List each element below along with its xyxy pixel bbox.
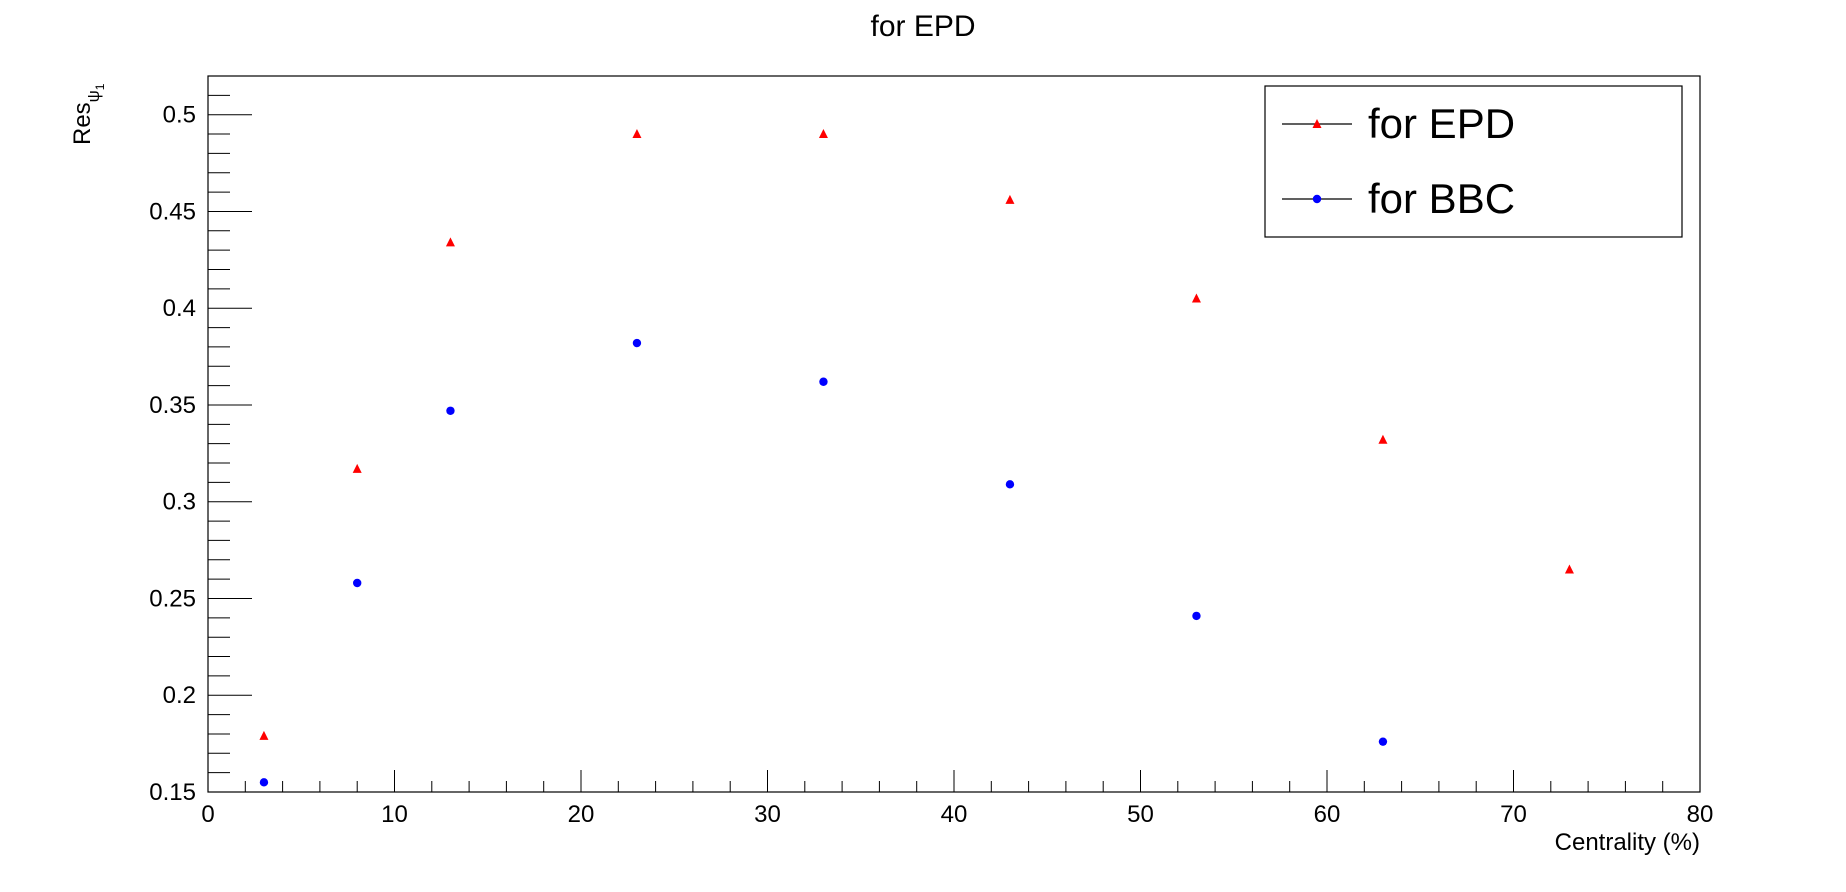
y-tick-label: 0.45 [149, 198, 196, 225]
point-for-epd [259, 730, 269, 740]
point-for-epd [445, 237, 455, 247]
point-for-epd [352, 463, 362, 473]
point-for-bbc [446, 406, 455, 415]
legend-marker-epd [1312, 119, 1322, 128]
x-tick-label: 30 [754, 801, 781, 828]
y-axis-label: Resψ1 [69, 83, 107, 145]
x-tick-label: 50 [1127, 801, 1154, 828]
legend: for EPD for BBC [1264, 85, 1683, 238]
x-tick-label: 40 [941, 801, 968, 828]
y-tick-label: 0.4 [163, 295, 196, 322]
y-axis-ticks [208, 75, 252, 793]
point-for-bbc [632, 338, 642, 348]
x-tick-label: 0 [201, 801, 214, 828]
point-for-epd [1564, 564, 1574, 574]
x-tick-label: 10 [381, 801, 408, 828]
y-axis-label-subsub: 1 [93, 83, 107, 90]
point-for-bbc [1005, 480, 1015, 489]
y-axis-tick-labels: 0.15 0.2 0.25 0.3 0.35 0.4 0.45 0.5 [149, 102, 196, 806]
point-for-epd [1378, 434, 1388, 444]
y-tick-label: 0.3 [163, 489, 196, 516]
y-tick-label: 0.15 [149, 779, 196, 806]
y-tick-label: 0.2 [163, 682, 196, 709]
point-for-epd [1191, 293, 1201, 303]
point-for-bbc [1378, 737, 1388, 746]
legend-box [1264, 85, 1683, 238]
x-tick-label: 70 [1500, 801, 1527, 828]
x-axis-label: Centrality (%) [1555, 829, 1700, 856]
point-for-bbc [353, 578, 362, 588]
y-tick-label: 0.35 [149, 392, 196, 419]
point-for-bbc [1192, 611, 1201, 621]
point-for-epd [632, 129, 642, 139]
x-tick-label: 20 [568, 801, 595, 828]
chart-title: for EPD [870, 10, 975, 43]
x-axis-tick-labels: 0 10 20 30 40 50 60 70 80 [201, 801, 1713, 828]
y-axis-label-sub: ψ [84, 90, 103, 102]
y-tick-label: 0.25 [149, 585, 196, 612]
legend-label-epd: for EPD [1368, 100, 1515, 147]
point-for-epd [1005, 194, 1015, 204]
point-for-bbc [819, 377, 828, 386]
data-points [259, 129, 1574, 787]
legend-marker-bbc [1312, 194, 1322, 204]
y-tick-label: 0.5 [163, 102, 196, 129]
x-axis-ticks [207, 770, 1701, 792]
x-tick-label: 80 [1687, 801, 1714, 828]
legend-label-bbc: for BBC [1368, 175, 1515, 222]
point-for-bbc [259, 778, 269, 787]
y-axis-label-main: Res [69, 102, 96, 145]
x-tick-label: 60 [1314, 801, 1341, 828]
point-for-epd [818, 129, 828, 139]
